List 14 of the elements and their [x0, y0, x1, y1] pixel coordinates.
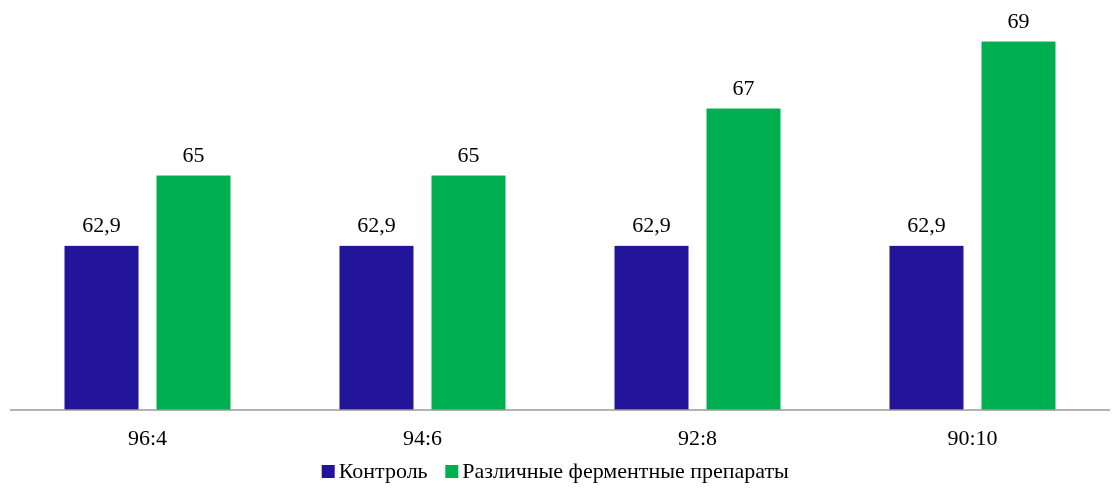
- legend-label: Различные ферментные препараты: [462, 458, 790, 483]
- x-tick-label: 96:4: [127, 425, 168, 450]
- x-tick-label: 92:8: [677, 425, 718, 450]
- data-label: 62,9: [82, 211, 121, 237]
- data-label: 62,9: [907, 211, 946, 237]
- x-tick-label: 90:10: [947, 425, 998, 450]
- data-label: 65: [457, 141, 480, 167]
- data-label: 62,9: [357, 211, 396, 237]
- x-tick-label: 94:6: [402, 425, 443, 450]
- legend-label: Контроль: [338, 458, 428, 483]
- data-label: 69: [1007, 7, 1030, 33]
- data-label: 67: [732, 74, 755, 100]
- data-label: 65: [182, 141, 205, 167]
- data-label: 62,9: [632, 211, 671, 237]
